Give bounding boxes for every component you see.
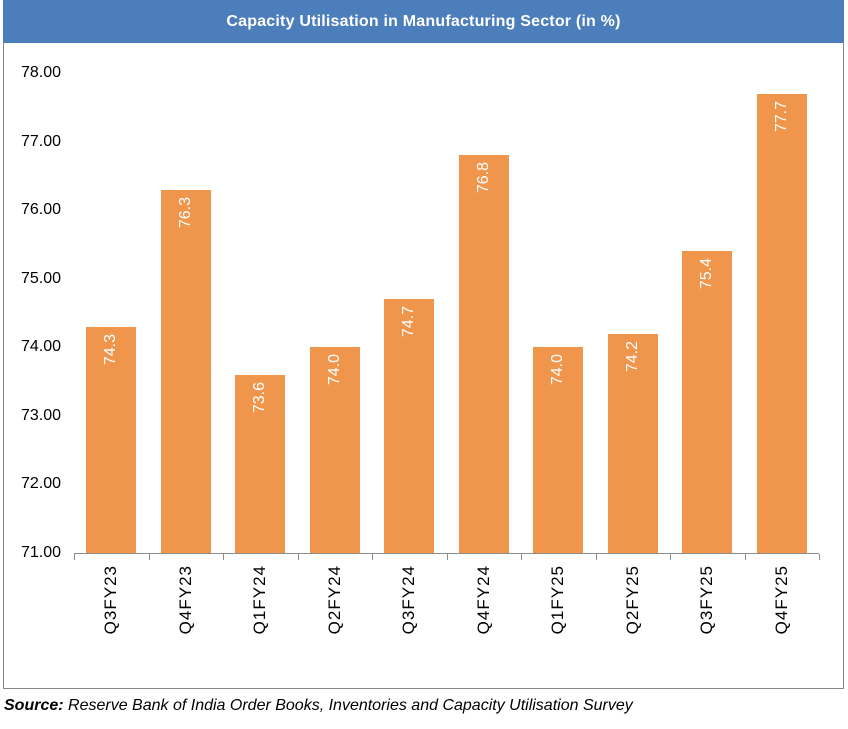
- bar: 75.4: [682, 251, 732, 553]
- bar: 74.3: [86, 327, 136, 553]
- x-axis-tick: [298, 554, 299, 560]
- bar: 77.7: [757, 94, 807, 553]
- bar: 74.7: [384, 299, 434, 553]
- x-axis-label: Q3FY25: [697, 565, 716, 635]
- x-axis-tick: [372, 554, 373, 560]
- chart-box: Capacity Utilisation in Manufacturing Se…: [3, 0, 844, 689]
- bar-value-label: 76.8: [475, 162, 492, 194]
- bar: 76.8: [459, 155, 509, 553]
- y-axis-tick-label: 73.00: [21, 406, 62, 424]
- chart-title: Capacity Utilisation in Manufacturing Se…: [226, 12, 621, 30]
- bar: 74.0: [310, 347, 360, 553]
- bar: 74.2: [608, 334, 658, 553]
- bar-value-label: 74.0: [326, 354, 343, 386]
- bar-value-label: 74.3: [102, 334, 119, 366]
- x-axis-tick: [819, 554, 820, 560]
- x-axis-label: Q2FY25: [623, 565, 642, 635]
- source-line: Source: Reserve Bank of India Order Book…: [4, 697, 633, 715]
- x-axis-label: Q4FY25: [772, 565, 791, 635]
- x-axis-label: Q1FY25: [548, 565, 567, 635]
- bar-value-label: 74.0: [549, 354, 566, 386]
- x-axis-label: Q3FY23: [101, 565, 120, 635]
- bar-value-label: 73.6: [251, 382, 268, 414]
- bar: 73.6: [235, 375, 285, 553]
- x-axis-tick: [521, 554, 522, 560]
- bar: 74.0: [533, 347, 583, 553]
- source-text: Reserve Bank of India Order Books, Inven…: [63, 697, 633, 714]
- y-axis-tick-label: 74.00: [21, 338, 62, 356]
- bar-value-label: 75.4: [698, 258, 715, 290]
- x-axis-tick: [447, 554, 448, 560]
- bar: 76.3: [161, 190, 211, 553]
- x-axis-tick: [670, 554, 671, 560]
- bar-value-label: 77.7: [773, 101, 790, 133]
- y-axis-tick-label: 76.00: [21, 201, 62, 219]
- x-axis-tick: [745, 554, 746, 560]
- bar-value-label: 76.3: [177, 197, 194, 229]
- x-axis-label: Q4FY24: [474, 565, 493, 635]
- x-axis-tick: [74, 554, 75, 560]
- x-axis-tick: [596, 554, 597, 560]
- x-axis-tick: [223, 554, 224, 560]
- bar-value-label: 74.7: [400, 306, 417, 338]
- x-axis-label: Q4FY23: [176, 565, 195, 635]
- x-axis-label: Q1FY24: [250, 565, 269, 635]
- plot-area: 78.00 77.00 76.00 75.00 74.00 73.00 72.00 71.00…: [4, 1, 843, 688]
- y-axis-tick-label: 75.00: [21, 269, 62, 287]
- chart-title-bar: Capacity Utilisation in Manufacturing Se…: [3, 0, 844, 43]
- x-axis-label: Q3FY24: [399, 565, 418, 635]
- y-axis-tick-label: 71.00: [21, 544, 62, 561]
- x-axis-tick: [149, 554, 150, 560]
- y-axis-tick-label: 72.00: [21, 475, 62, 493]
- y-axis-tick-label: 77.00: [21, 132, 62, 150]
- bar-value-label: 74.2: [624, 341, 641, 373]
- x-axis-line: [74, 553, 819, 554]
- x-axis-label: Q2FY24: [325, 565, 344, 635]
- source-label: Source:: [4, 697, 64, 714]
- y-axis-tick-label: 78.00: [21, 64, 62, 81]
